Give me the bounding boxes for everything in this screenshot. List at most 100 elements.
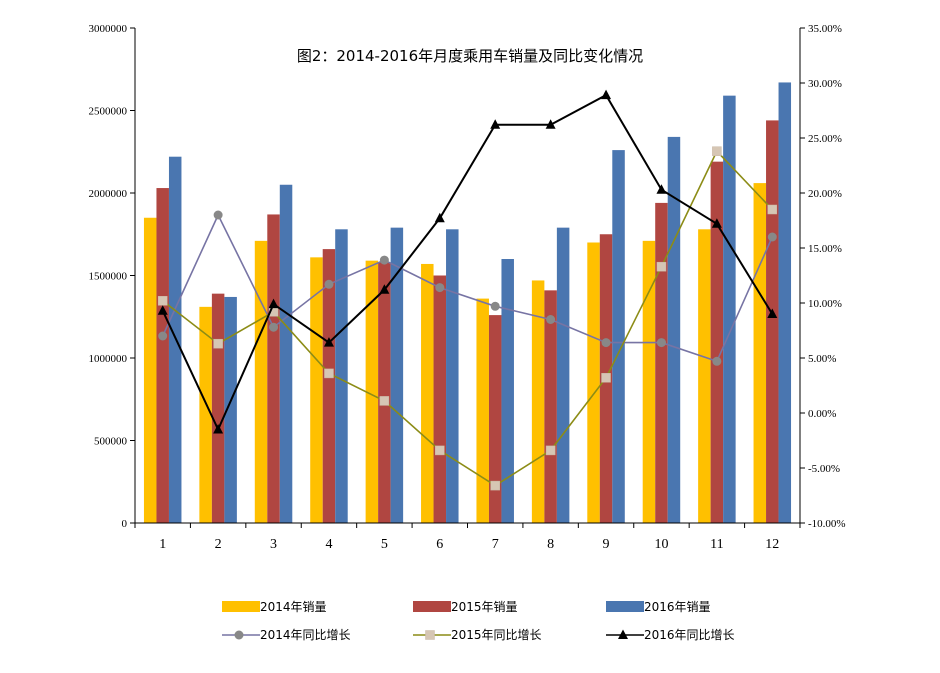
line-1-point-1 [158,331,168,341]
line-2-point-4 [324,368,334,379]
line-1-point-8 [546,315,556,324]
line-1-point-3 [269,322,279,332]
bar-2-4 [322,249,336,523]
line-2-point-11 [712,146,722,156]
line-3-point-4 [323,337,334,347]
bar-2-7 [488,315,502,523]
axes-layer: 0 500000 1000000 1500000 2000000 2500000 30000… [89,23,846,552]
bar-1-1 [143,217,157,523]
y-right-tick-label: 5.00% [808,353,836,365]
x-tick-label-6: 6 [436,537,443,552]
line-3-point-10 [656,184,667,194]
bars-layer [143,82,792,524]
line-1-point-5 [379,255,389,265]
bar-1-12 [753,183,767,523]
bar-3-11 [723,95,736,524]
bar-1-11 [698,229,711,524]
bar-3-12 [778,82,792,523]
legend-label-line-1: 2014年同比增长 [260,628,351,642]
legend-marker-line-3 [618,629,628,639]
line-series-3 [161,93,774,432]
line-2-point-5 [379,396,390,406]
legend-swatch-bar-1 [222,601,260,612]
y-left-tick-label: 2500000 [89,106,128,118]
y-right-tick-label: 20.00% [808,188,842,200]
line-2-point-8 [545,445,556,456]
bar-2-1 [156,188,169,524]
line-1-point-4 [324,279,334,289]
y-right-tick-label: 10.00% [808,298,842,310]
line-1-point-12 [767,232,777,242]
y-left-tick-label: 1000000 [89,353,128,365]
bar-3-3 [279,184,293,523]
x-tick-label-2: 2 [215,537,222,552]
line-1-point-11 [712,356,722,366]
bar-1-5 [365,260,379,523]
line-1-point-6 [435,283,445,293]
line-1-point-9 [601,338,611,348]
line-3-point-6 [434,212,445,223]
line-1-point-2 [213,210,223,220]
bar-3-6 [446,229,459,524]
legend-swatch-bar-3 [606,601,644,612]
x-tick-label-4: 4 [325,537,332,552]
bar-2-3 [267,214,280,523]
y-left-tick-label: 0 [122,518,128,530]
x-tick-label-1: 1 [159,537,166,552]
legend-marker-line-1 [234,630,244,640]
line-3-point-12 [767,308,778,318]
bar-1-6 [421,263,434,523]
bar-2-2 [211,293,225,523]
bar-1-2 [199,306,212,523]
line-1-point-7 [490,301,500,311]
legend-label-line-3: 2016年同比增长 [644,628,735,642]
x-tick-label-8: 8 [547,537,554,552]
bar-2-5 [378,262,391,523]
bar-3-4 [335,229,348,524]
line-3-point-2 [213,424,224,434]
line-2-point-7 [490,480,500,491]
bar-1-7 [476,298,489,523]
legend: 2014年销量 2015年销量 2016年销量 2014年同比增长 2015年同比增长 2… [222,600,735,642]
bar-1-8 [531,280,545,523]
line-3-point-7 [490,119,501,129]
bar-2-11 [710,161,724,523]
x-tick-label-9: 9 [603,537,610,552]
legend-label-line-2: 2015年同比增长 [451,628,542,642]
line-2-point-1 [157,296,168,306]
line-2-point-2 [213,338,223,349]
line-series-1 [161,213,774,363]
bar-3-7 [501,259,514,523]
line-3-point-9 [601,89,612,100]
bar-1-9 [587,242,600,523]
x-tick-label-3: 3 [270,537,277,552]
bar-2-10 [655,202,668,523]
bar-3-9 [612,150,625,523]
chart-title: 图2：2014-2016年月度乘用车销量及同比变化情况 [297,47,643,65]
line-3-point-11 [711,218,722,228]
y-right-tick-label: -5.00% [808,463,840,475]
line-2-point-9 [601,373,611,383]
line-series-2 [162,149,773,487]
legend-swatch-bar-2 [413,601,451,612]
line-3-point-1 [157,305,168,315]
line-2-point-10 [656,261,667,272]
x-tick-label-11: 11 [710,537,723,552]
y-left-tick-label: 500000 [94,436,128,448]
y-right-tick-label: 30.00% [808,78,842,90]
line-3-point-5 [379,284,390,294]
y-left-tick-label: 1500000 [89,271,128,283]
legend-label-bar-1: 2014年销量 [260,600,327,614]
y-right-tick-label: 15.00% [808,243,842,255]
y-right-tick-label: 35.00% [808,23,842,35]
line-1-point-10 [656,338,666,348]
bar-3-8 [556,227,570,523]
bar-3-2 [224,296,237,523]
bar-1-4 [310,257,323,523]
line-3-point-8 [545,119,556,129]
y-right-tick-label: 25.00% [808,133,842,145]
bar-1-10 [642,240,656,523]
x-tick-label-10: 10 [654,537,668,552]
y-left-tick-label: 3000000 [89,23,128,35]
